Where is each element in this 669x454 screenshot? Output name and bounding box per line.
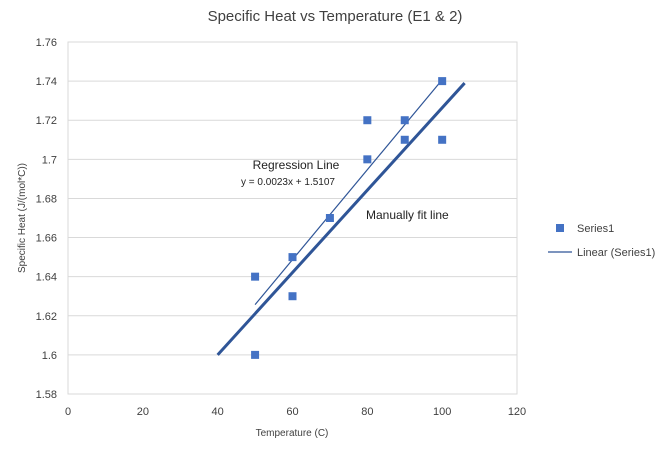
gridlines <box>68 41 517 395</box>
regression-equation: y = 0.0023x + 1.5107 <box>241 177 335 188</box>
plot-area <box>67 41 518 395</box>
data-point <box>363 116 372 125</box>
data-point <box>288 292 297 301</box>
manual-fit-line <box>216 82 466 356</box>
x-tick-label: 20 <box>137 406 149 418</box>
y-tick-label: 1.62 <box>36 311 57 323</box>
x-tick-label: 60 <box>286 406 298 418</box>
y-tick-label: 1.66 <box>36 233 57 245</box>
data-point <box>438 77 447 86</box>
y-tick-label: 1.64 <box>36 272 57 284</box>
x-tick-label: 120 <box>508 406 526 418</box>
legend-marker-series1 <box>556 224 564 232</box>
data-point <box>363 155 372 164</box>
regression-line-label: Regression Line <box>253 158 340 172</box>
regression-trendline <box>254 79 443 306</box>
y-tick-label: 1.68 <box>36 193 57 205</box>
data-point <box>325 214 334 222</box>
data-point <box>288 253 297 262</box>
y-tick-label: 1.58 <box>36 389 57 401</box>
y-tick-label: 1.6 <box>42 350 57 362</box>
tick-labels: 1.58 1.6 1.62 1.64 1.66 1.68 1.7 1.72 1.74 1.76 0 2… <box>36 37 527 418</box>
x-tick-label: 80 <box>361 406 373 418</box>
legend-label-series1: Series1 <box>577 223 614 235</box>
data-point <box>251 350 260 359</box>
x-tick-label: 40 <box>212 406 224 418</box>
y-tick-label: 1.72 <box>36 115 57 127</box>
chart-title: Specific Heat vs Temperature (E1 & 2) <box>208 8 463 25</box>
y-axis-title: Specific Heat (J/(mol*C)) <box>17 163 28 273</box>
x-axis-title: Temperature (C) <box>256 428 329 439</box>
data-point <box>400 135 409 144</box>
y-tick-label: 1.74 <box>36 76 57 88</box>
legend-label-trendline: Linear (Series1) <box>577 247 655 259</box>
data-point <box>251 272 260 281</box>
data-points <box>251 77 447 359</box>
y-tick-label: 1.76 <box>36 37 57 49</box>
legend: Series1 Linear (Series1) <box>548 223 655 259</box>
lines <box>216 79 466 356</box>
y-tick-label: 1.7 <box>42 154 57 166</box>
data-point <box>438 135 447 144</box>
x-tick-label: 0 <box>65 406 71 418</box>
data-point <box>400 116 409 125</box>
manual-line-label: Manually fit line <box>366 208 449 222</box>
x-tick-label: 100 <box>433 406 451 418</box>
